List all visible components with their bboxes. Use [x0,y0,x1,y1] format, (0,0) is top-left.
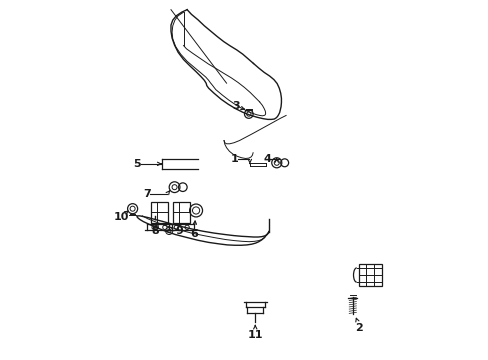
Text: 5: 5 [133,159,141,169]
Text: 7: 7 [143,189,150,199]
Text: 4: 4 [264,154,271,164]
Text: 1: 1 [230,154,238,164]
Text: 3: 3 [232,102,240,112]
Text: 11: 11 [247,330,263,340]
Text: 8: 8 [151,226,159,236]
Bar [172,202,190,223]
Text: 10: 10 [114,212,129,221]
Text: 9: 9 [175,226,183,236]
Bar [358,264,381,286]
Text: 2: 2 [355,323,363,333]
Bar [150,202,167,223]
Text: 6: 6 [190,229,198,239]
